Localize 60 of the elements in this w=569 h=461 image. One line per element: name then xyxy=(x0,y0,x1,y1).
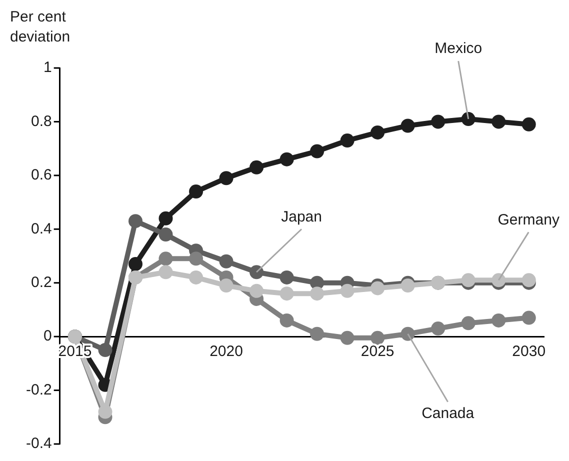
point xyxy=(461,316,476,330)
y-tick-label: 0 xyxy=(44,328,52,345)
x-tick-label: 2020 xyxy=(210,343,243,360)
y-tick-label: -0.2 xyxy=(26,381,52,398)
point xyxy=(340,284,354,298)
point xyxy=(280,286,294,301)
point xyxy=(280,313,294,328)
point xyxy=(219,254,234,268)
point xyxy=(522,117,536,132)
point xyxy=(492,313,506,328)
y-axis-title: Per cent deviation xyxy=(10,8,70,46)
point xyxy=(280,152,294,166)
point xyxy=(522,273,536,288)
point xyxy=(492,114,506,129)
point xyxy=(431,322,446,336)
point xyxy=(431,114,446,129)
point xyxy=(128,214,142,228)
point xyxy=(340,330,354,345)
point xyxy=(400,326,415,341)
text: Canada xyxy=(422,405,475,422)
y-tick-label: 0.6 xyxy=(30,166,52,184)
point xyxy=(219,278,234,293)
point xyxy=(158,265,173,280)
point xyxy=(189,252,204,266)
point xyxy=(340,134,354,148)
text: Japan xyxy=(281,208,322,226)
point xyxy=(189,184,204,199)
point xyxy=(250,160,264,174)
text: Mexico xyxy=(434,40,482,58)
point xyxy=(310,286,324,301)
point xyxy=(158,211,173,226)
point xyxy=(461,112,476,126)
y-tick-label: -0.4 xyxy=(26,435,52,452)
y-tick-label: 0.4 xyxy=(30,220,52,238)
point xyxy=(158,252,173,266)
y-tick-label: 0.2 xyxy=(30,274,52,291)
point xyxy=(250,284,264,298)
point xyxy=(98,404,112,419)
x-tick-label: 2025 xyxy=(360,343,394,360)
point xyxy=(370,125,385,140)
point xyxy=(461,273,476,288)
point xyxy=(280,270,294,284)
point xyxy=(158,228,173,242)
x-tick-label: 2030 xyxy=(512,343,546,360)
y-tick-label: 0.8 xyxy=(30,112,52,130)
point xyxy=(310,326,324,341)
point xyxy=(400,278,415,293)
point xyxy=(310,144,324,158)
point xyxy=(250,265,264,280)
point xyxy=(492,273,506,288)
point xyxy=(189,270,204,284)
point xyxy=(128,257,142,272)
point xyxy=(400,118,415,133)
point xyxy=(219,171,234,186)
point xyxy=(522,310,536,325)
point xyxy=(370,330,385,345)
point xyxy=(98,343,112,357)
point xyxy=(370,281,385,296)
y-tick-label: 1 xyxy=(44,59,52,76)
text: Germany xyxy=(498,211,560,228)
